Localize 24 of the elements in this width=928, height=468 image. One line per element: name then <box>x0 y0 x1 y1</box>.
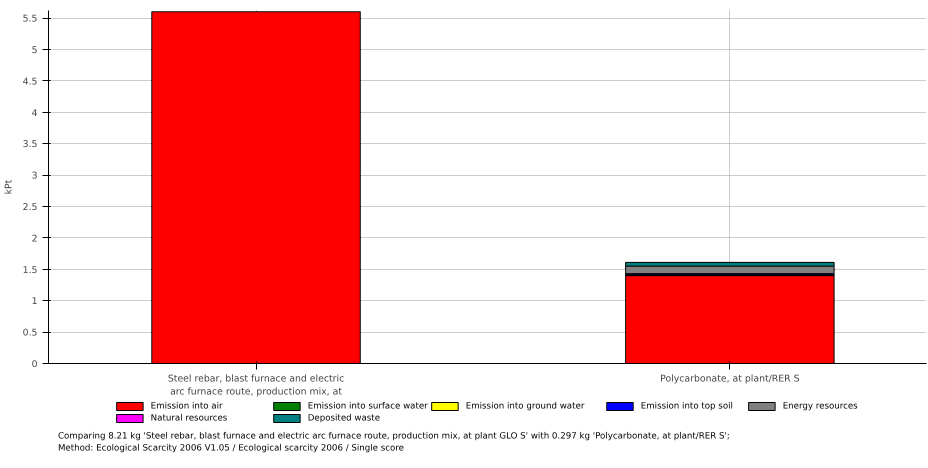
legend-label: Emission into ground water <box>466 402 585 412</box>
text: Method: Ecological Scarcity 2006 V1.05 / Ecological scarcity 2006 / Single score <box>58 444 404 454</box>
legend-label: Deposited waste <box>308 414 380 424</box>
y-tick-label: 3 <box>32 170 38 182</box>
y-tick-label: 0.5 <box>22 328 38 339</box>
y-tick-label: 2 <box>32 233 38 244</box>
legend-label: Natural resources <box>150 414 228 424</box>
text: Comparing 8.21 kg 'Steel rebar, blast furnace and electric arc furnace route, production mix, at plant GLO S' with 0.297 kg 'Polycarbonate, at plant/RER S'; <box>58 432 730 442</box>
y-tick-label: 5.5 <box>22 14 38 25</box>
y-tick-label: 3.5 <box>22 139 38 150</box>
y-axis-title: kPt <box>4 179 15 194</box>
x-tick-label: Polycarbonate, at plant/RER S <box>660 374 800 384</box>
x-tick-label: Steel rebar, blast furnace and electric arc furnace route, production mix, at <box>168 374 344 398</box>
legend-label: Emission into surface water <box>308 402 428 412</box>
legend-label: Emission into air <box>150 402 223 412</box>
y-tick-label: 5 <box>32 44 38 56</box>
legend-label: Emission into top soil <box>640 402 733 412</box>
legend-label: Energy resources <box>782 402 858 412</box>
y-tick-label: 1 <box>32 296 38 308</box>
y-tick-label: 4 <box>32 108 38 119</box>
y-tick-label: 4.5 <box>22 76 38 88</box>
y-tick-label: 2.5 <box>22 202 38 213</box>
y-tick-label: 1.5 <box>22 264 38 276</box>
y-tick-label: 0 <box>32 359 38 370</box>
